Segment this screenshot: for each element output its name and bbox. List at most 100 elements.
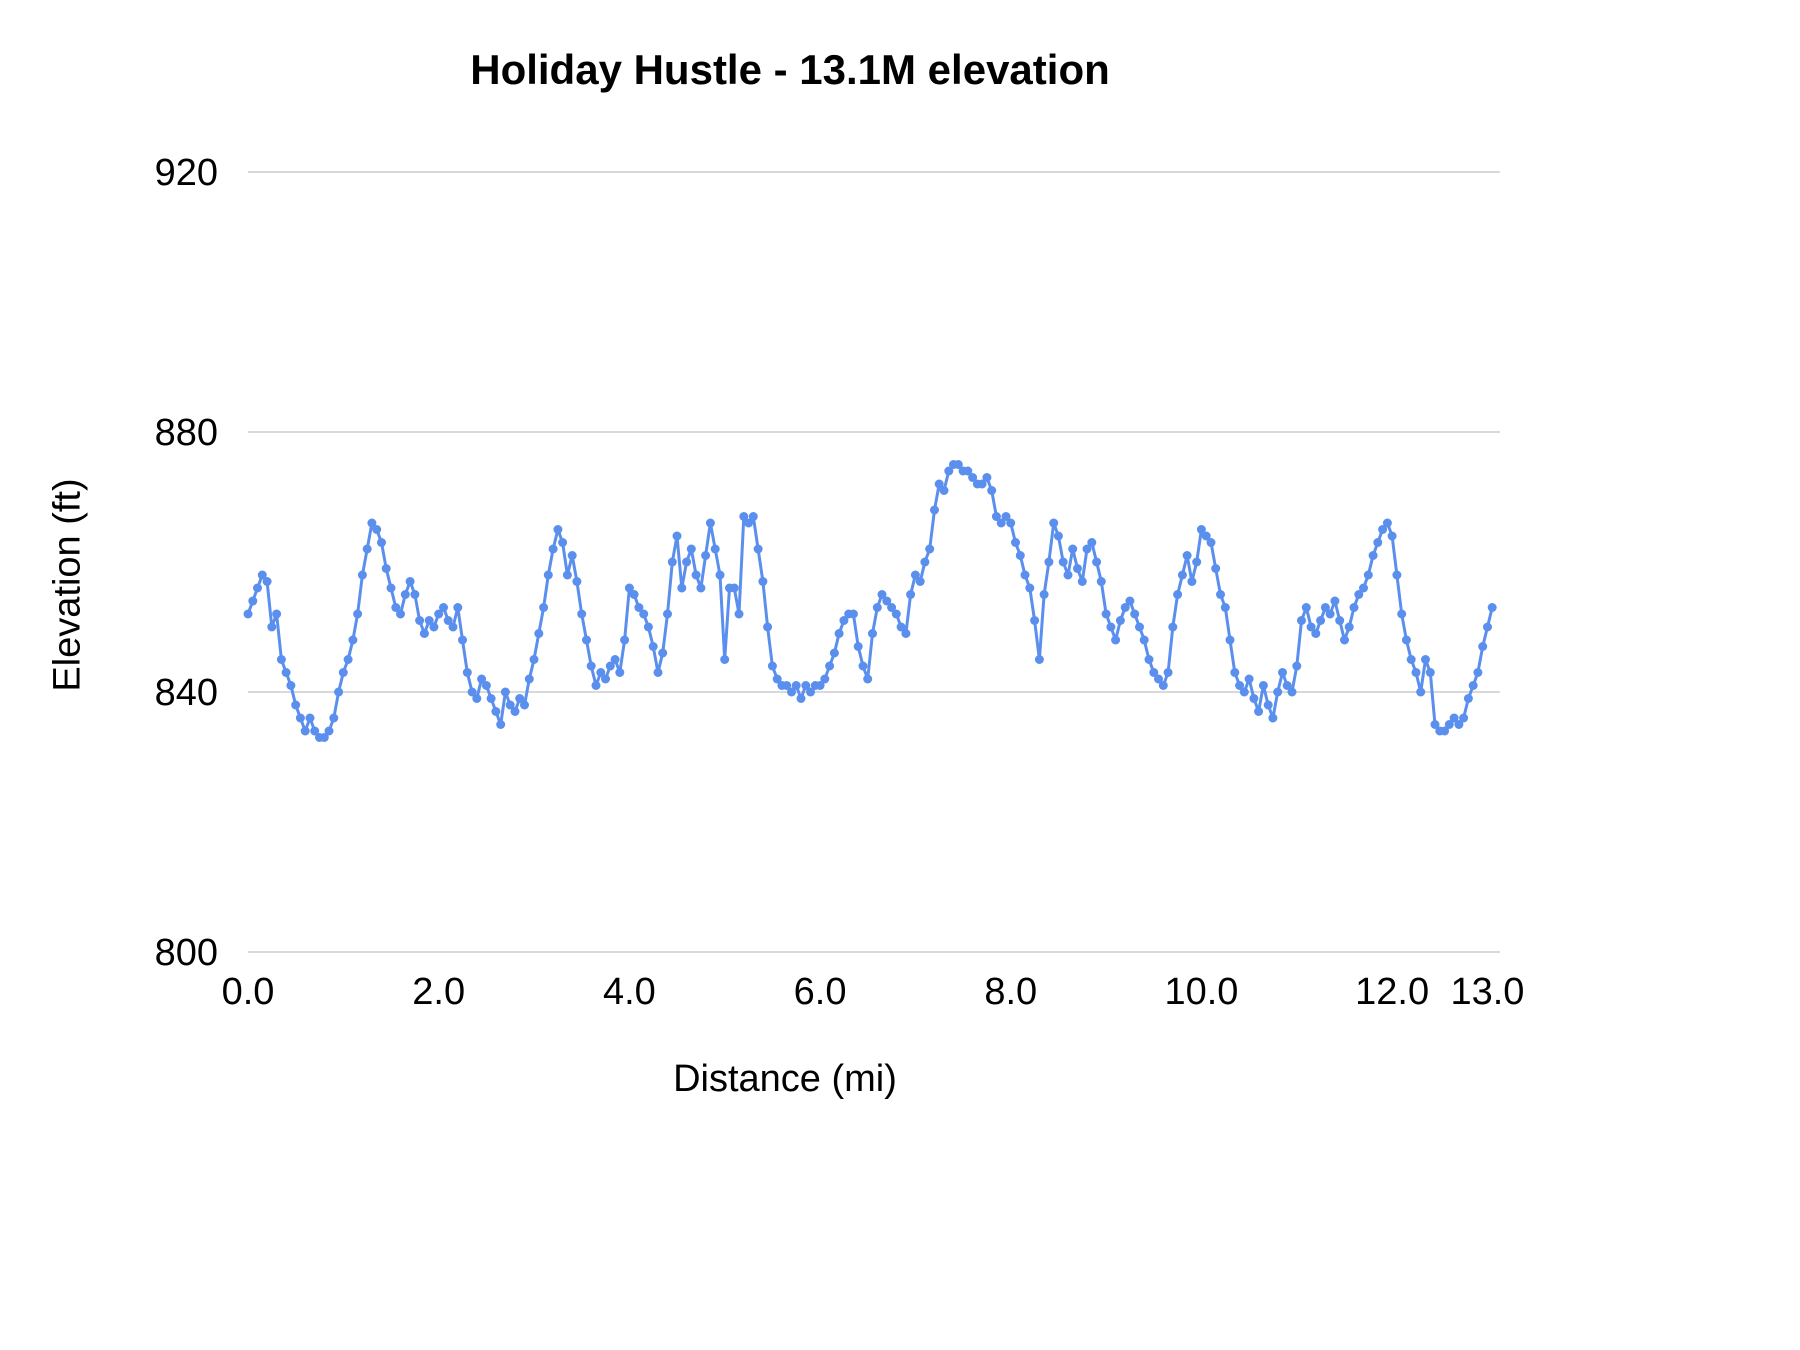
y-tick-label: 880: [155, 412, 218, 454]
data-point: [1001, 512, 1011, 521]
data-point: [429, 622, 439, 632]
data-point: [715, 570, 725, 580]
data-point: [1325, 609, 1335, 619]
data-point: [686, 544, 696, 554]
data-point: [925, 544, 935, 554]
data-point: [887, 603, 897, 612]
data-point: [553, 525, 563, 534]
data-point: [1053, 531, 1063, 541]
data-point: [1297, 616, 1306, 625]
data-point: [901, 629, 911, 638]
data-point: [820, 674, 830, 684]
data-point: [930, 505, 939, 515]
data-point: [267, 622, 277, 632]
data-point: [815, 681, 825, 690]
data-point: [543, 570, 553, 580]
data-point: [1063, 570, 1073, 580]
data-point: [453, 603, 463, 612]
data-point: [1363, 570, 1373, 580]
data-point: [319, 733, 329, 742]
data-point: [953, 460, 963, 469]
data-point: [605, 661, 615, 671]
data-point: [367, 518, 377, 528]
data-point: [1330, 596, 1340, 606]
data-point: [1011, 538, 1020, 547]
data-point: [1382, 518, 1392, 528]
data-point: [1354, 590, 1364, 599]
data-point: [753, 544, 763, 554]
data-point: [1135, 622, 1144, 632]
data-point: [1444, 720, 1454, 729]
data-point: [620, 635, 630, 645]
data-point: [968, 473, 978, 482]
data-point: [829, 648, 839, 658]
data-point: [377, 538, 386, 547]
data-point: [939, 486, 949, 495]
data-point: [906, 590, 916, 599]
data-point: [481, 681, 491, 690]
data-point: [439, 603, 448, 612]
data-point: [1373, 538, 1383, 547]
data-point: [582, 635, 591, 645]
data-point: [520, 700, 529, 710]
data-point: [982, 473, 992, 482]
data-point: [419, 629, 429, 638]
data-point: [1230, 668, 1240, 677]
data-point: [910, 570, 920, 580]
data-point: [729, 583, 739, 593]
data-point: [381, 564, 391, 573]
data-point: [1378, 525, 1388, 534]
data-point: [467, 687, 477, 697]
data-point: [691, 570, 701, 580]
data-point: [1340, 635, 1349, 645]
data-point: [534, 629, 544, 638]
data-point: [443, 616, 453, 625]
data-point: [1030, 616, 1040, 625]
data-point: [410, 590, 420, 599]
y-tick-label: 840: [155, 672, 218, 714]
data-point: [562, 570, 572, 580]
data-point: [806, 687, 815, 697]
data-point: [848, 609, 858, 619]
data-point: [1058, 557, 1068, 567]
data-point: [1406, 655, 1416, 664]
data-point: [877, 590, 887, 599]
data-point: [1235, 681, 1245, 690]
data-point: [1092, 557, 1102, 567]
data-point: [1463, 694, 1473, 703]
data-point: [458, 635, 467, 645]
data-point: [934, 479, 944, 489]
data-point: [477, 674, 487, 684]
data-point: [1454, 720, 1464, 729]
data-point: [834, 629, 844, 638]
data-point: [920, 557, 930, 567]
data-point: [1101, 609, 1111, 619]
data-point: [276, 655, 286, 664]
data-point: [248, 596, 258, 606]
data-point: [596, 668, 606, 677]
data-point: [791, 681, 801, 690]
data-point: [1187, 577, 1197, 586]
data-point: [1282, 681, 1292, 690]
data-point: [343, 655, 353, 664]
x-tick-label: 12.0: [1355, 971, 1429, 1013]
data-point: [634, 603, 644, 612]
data-point: [796, 694, 806, 703]
data-point: [253, 583, 262, 593]
y-tick-label: 920: [155, 152, 218, 194]
x-axis-label: Distance (mi): [673, 1058, 897, 1100]
data-point: [1411, 668, 1421, 677]
data-point: [896, 622, 906, 632]
data-point: [1173, 590, 1183, 599]
data-point: [944, 466, 954, 476]
data-point: [782, 681, 792, 690]
data-point: [1168, 622, 1178, 632]
data-point: [505, 700, 515, 710]
data-point: [262, 577, 272, 586]
y-tick-label: 800: [155, 932, 218, 974]
data-point: [338, 668, 348, 677]
data-point: [672, 531, 682, 541]
data-point: [1473, 668, 1483, 677]
data-point: [286, 681, 296, 690]
